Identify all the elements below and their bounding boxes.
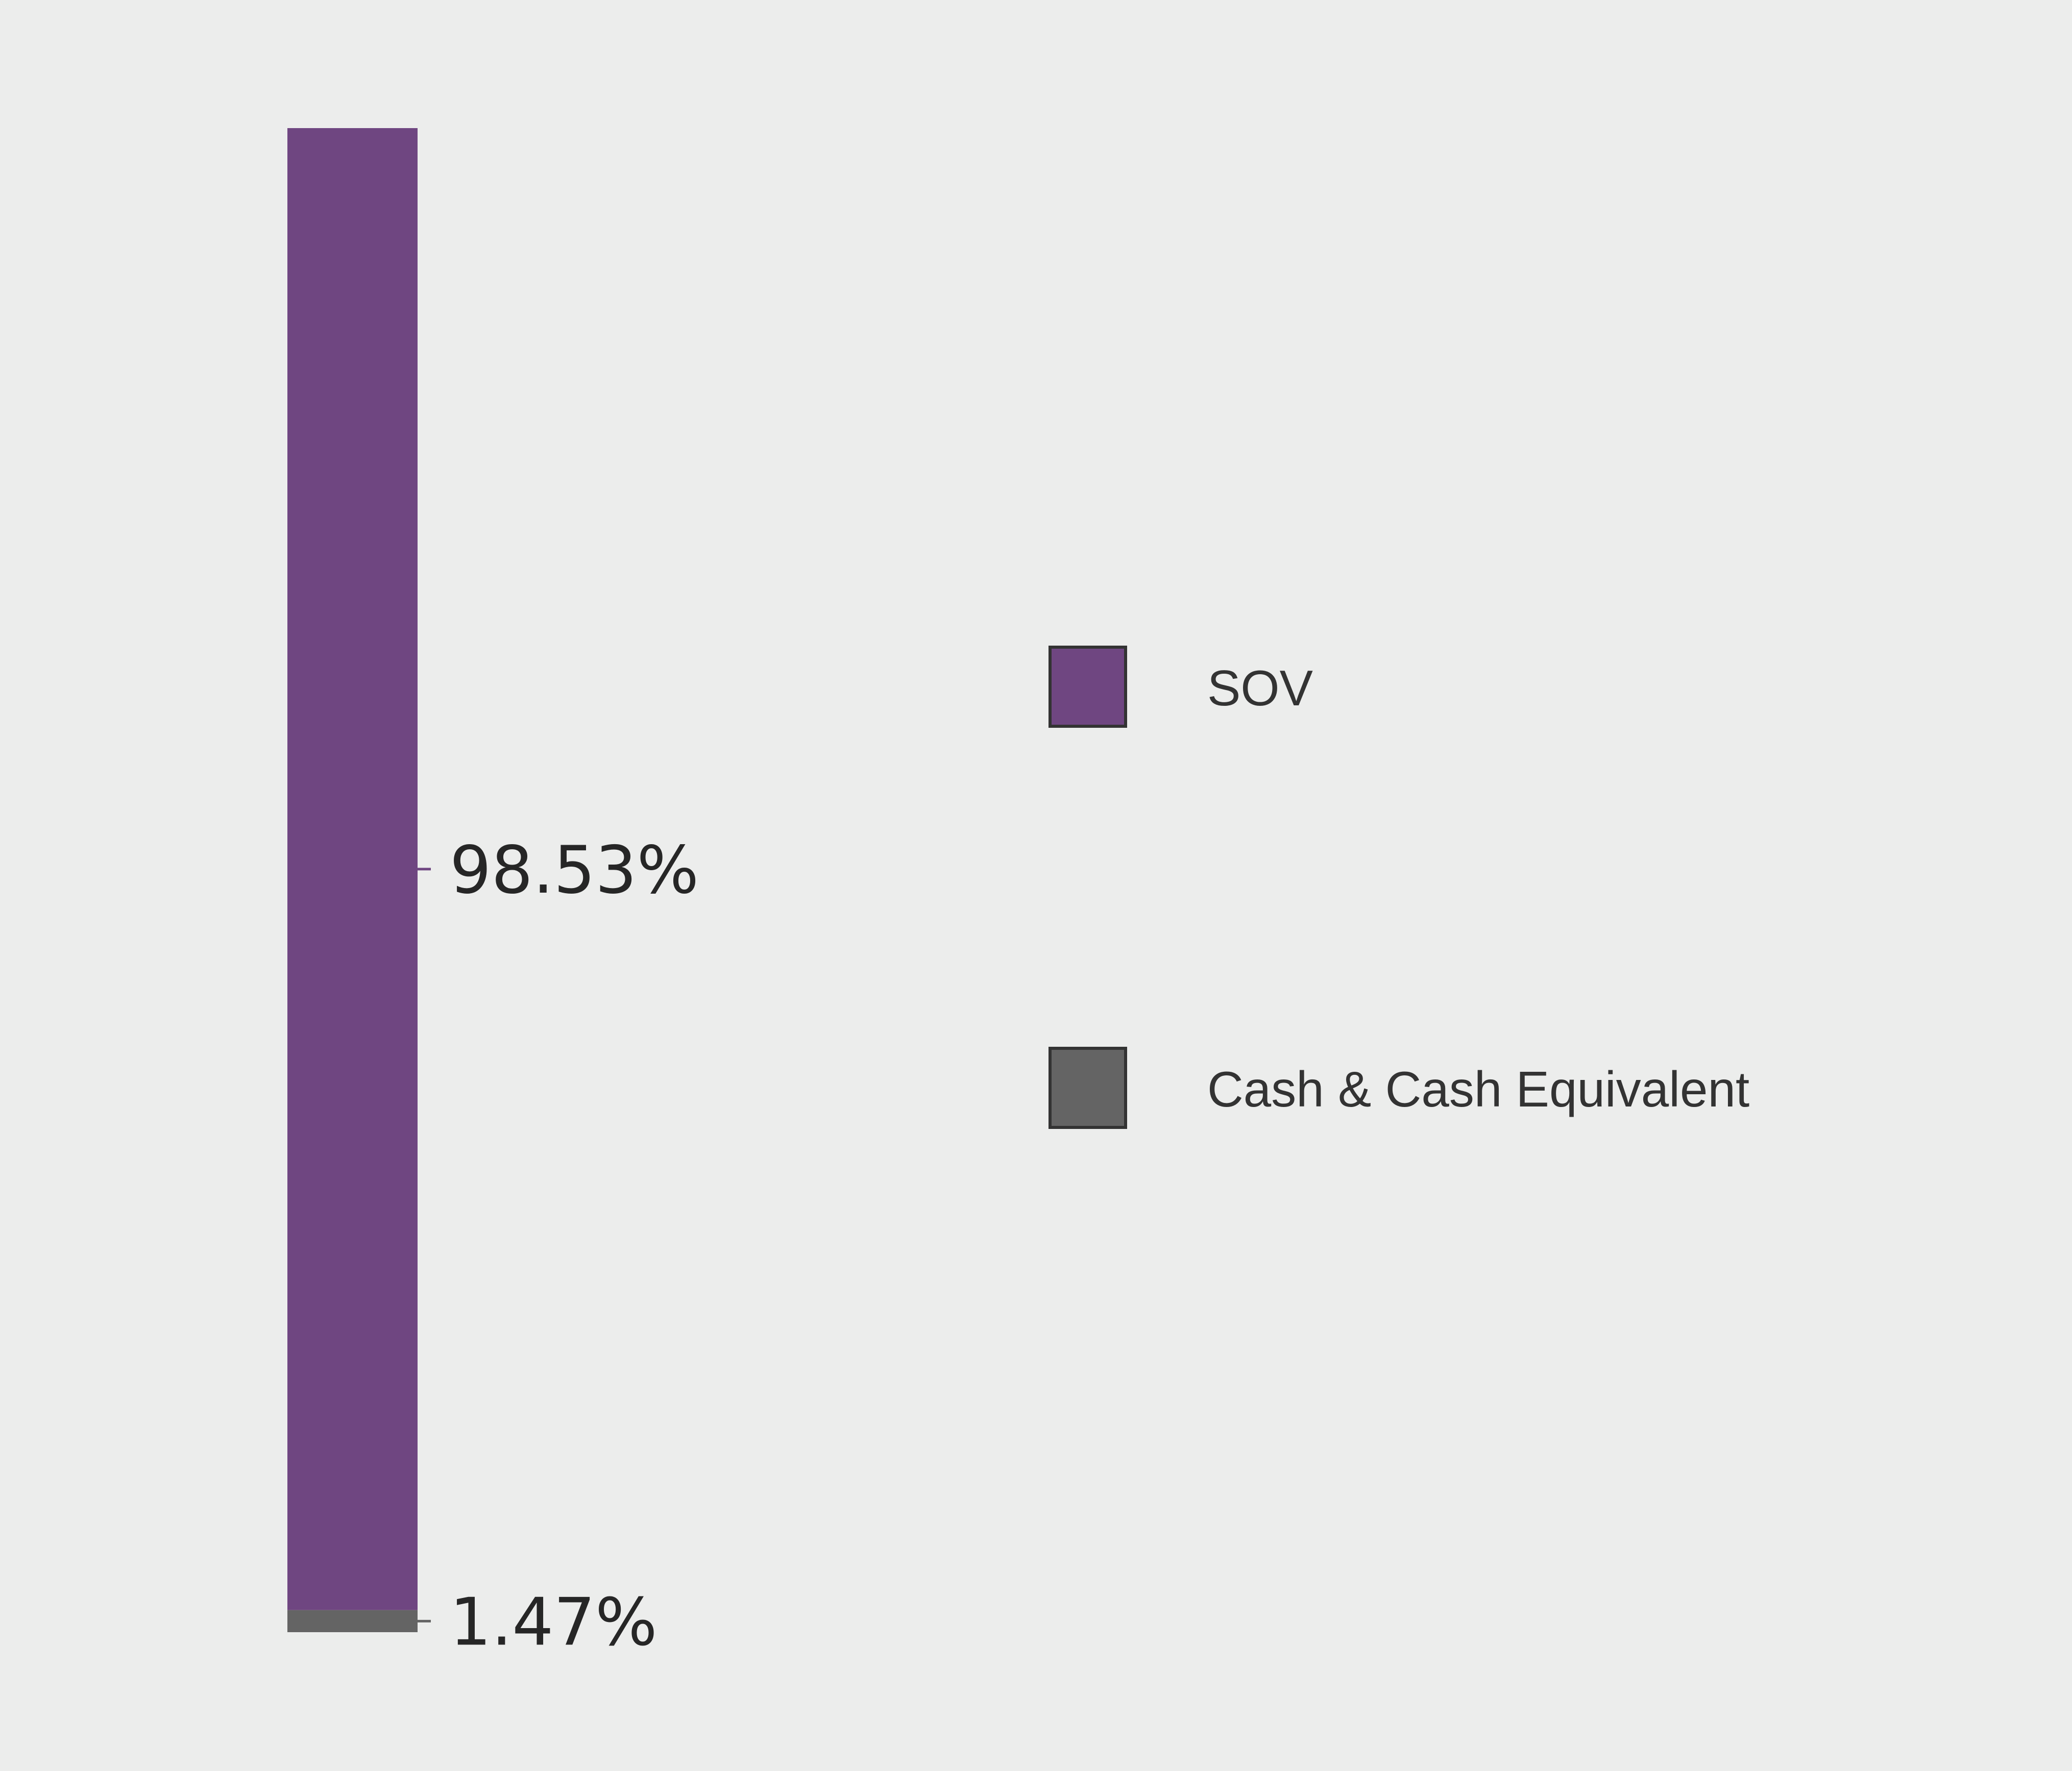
legend-label-cash-cash-equivalent: Cash & Cash Equivalent [1207,1061,1749,1117]
legend-item-sov: SOV [1049,646,1313,728]
legend-label-sov: SOV [1207,660,1313,716]
legend: SOV Cash & Cash Equivalent [1049,646,1749,1129]
legend-swatch-sov [1049,646,1127,728]
legend-swatch-cash-cash-equivalent [1049,1047,1127,1129]
data-label-cash-cash-equivalent: 1.47% [450,1584,657,1660]
legend-item-cash-cash-equivalent: Cash & Cash Equivalent [1049,1047,1749,1129]
data-labels: 1.47% 98.53% [418,832,699,1660]
bar-segment-sov [287,128,418,1610]
bar-segment-cash-cash-equivalent [287,1610,418,1632]
stacked-bar [287,128,418,1632]
data-label-sov: 98.53% [450,832,699,908]
